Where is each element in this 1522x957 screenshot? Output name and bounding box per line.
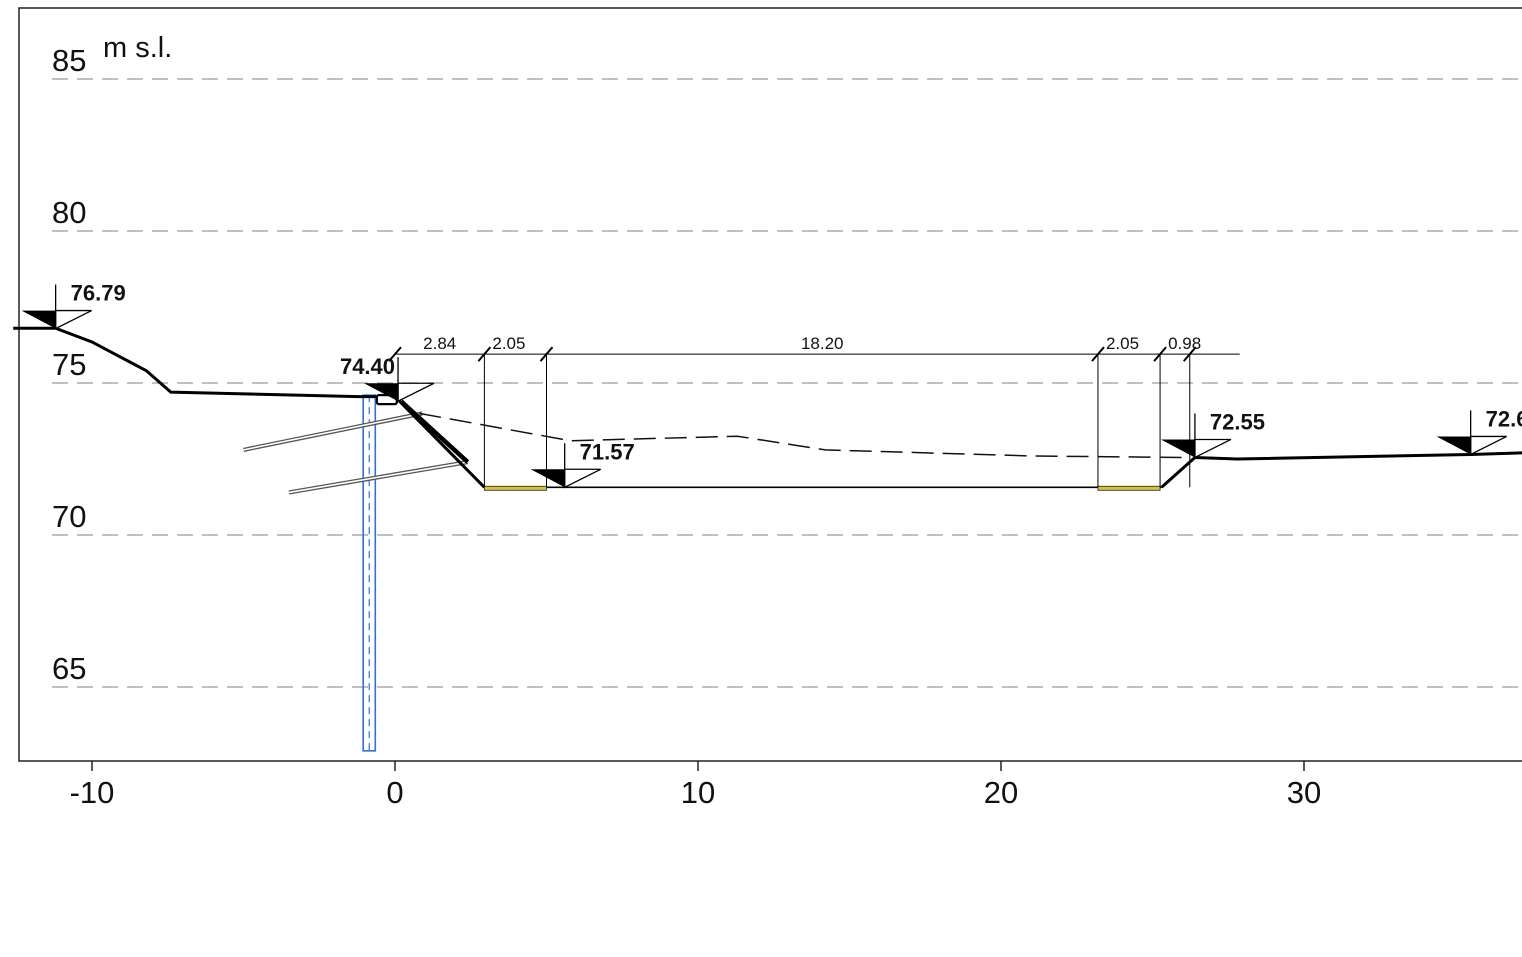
terrain-profile (13, 326, 1522, 489)
level-triangle-right (564, 468, 601, 489)
anchor-2-inner (288, 461, 468, 494)
dimension-label-2: 2.05 (492, 334, 525, 353)
drainage-strip-2 (1097, 485, 1161, 491)
level-marker-74.40: 74.40 (340, 354, 435, 403)
dimension-label-3: 18.20 (801, 334, 844, 353)
level-triangle-left (1160, 439, 1195, 458)
level-marker-76.79: 76.79 (21, 281, 126, 330)
level-triangle-left (364, 383, 399, 402)
level-label-76.79: 76.79 (71, 281, 126, 306)
dimension-label-5: 0.98 (1168, 334, 1201, 353)
level-triangle-left (530, 469, 565, 488)
anchor-1-inner (243, 412, 423, 451)
elevation-label-65: 65 (52, 651, 86, 686)
level-triangle-left (21, 310, 56, 329)
elevation-labels: 65 70 75 80 85 (52, 43, 86, 686)
elevation-grid (52, 78, 1522, 688)
dimension-label-4: 2.05 (1106, 334, 1139, 353)
station-label-10: 10 (681, 775, 715, 810)
level-label-72.55: 72.55 (1210, 409, 1265, 434)
ground-anchors (243, 411, 469, 495)
level-triangle-right (54, 309, 92, 330)
level-marker-72.55: 72.55 (1160, 409, 1265, 459)
dimension-tick-0 (388, 346, 402, 362)
level-marker-72.65: 72.65 (1436, 406, 1522, 456)
slope-revetment (399, 399, 470, 464)
drainage-strips (483, 485, 1161, 491)
level-triangle-right (1194, 438, 1232, 459)
elevation-label-75: 75 (52, 347, 86, 382)
frame-border (18, 7, 1522, 762)
level-marker-71.57: 71.57 (530, 439, 635, 489)
level-label-71.57: 71.57 (580, 439, 635, 464)
terrain-right-bank (1160, 451, 1522, 489)
station-label-20: 20 (984, 775, 1018, 810)
level-label-72.65: 72.65 (1486, 406, 1522, 431)
dimension-chain: 2.84 2.05 18.20 2.05 0.98 (388, 334, 1240, 488)
drainage-strip-1 (483, 485, 547, 491)
level-triangle-right (1470, 435, 1507, 456)
level-triangle-right (397, 382, 435, 403)
station-label-30: 30 (1287, 775, 1321, 810)
station-label-0: 0 (386, 775, 403, 810)
level-triangle-left (1436, 436, 1471, 455)
elevation-label-80: 80 (52, 195, 86, 230)
groundwater-polyline (419, 412, 1183, 459)
elevation-label-85: 85 (52, 43, 86, 78)
unit-label: m s.l. (103, 32, 172, 64)
station-label--10: -10 (70, 775, 115, 810)
dimension-label-1: 2.84 (423, 334, 456, 353)
level-label-74.40: 74.40 (340, 354, 395, 379)
groundwater-line (419, 412, 1183, 459)
drawing-frame (18, 7, 1522, 762)
level-markers: 76.79 74.40 71.57 72.55 72.65 (21, 281, 1522, 489)
sheet-pile (362, 394, 377, 752)
station-labels: -10 0 10 20 30 (70, 761, 1321, 810)
elevation-label-70: 70 (52, 499, 86, 534)
